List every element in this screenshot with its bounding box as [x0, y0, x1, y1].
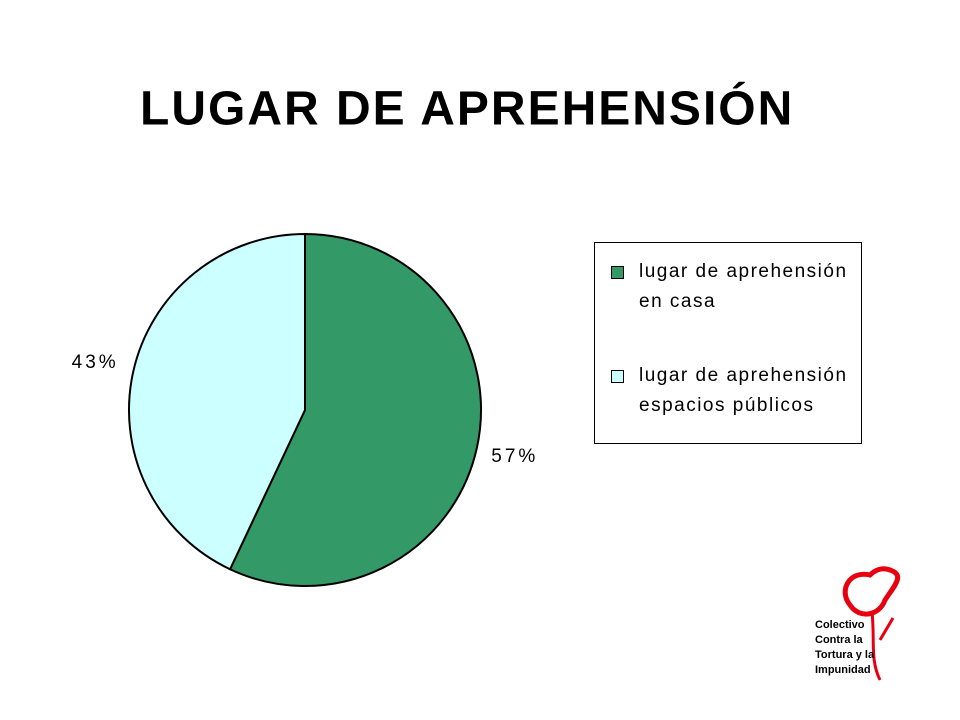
legend-swatch: [611, 370, 624, 383]
logo-icon: [842, 566, 901, 681]
data-label: 57%: [491, 446, 538, 467]
pie-slice: [128, 232, 306, 571]
pie-slice: [228, 232, 482, 587]
legend-label: lugar de aprehensión en casa: [639, 261, 848, 312]
data-label: 43%: [72, 352, 119, 373]
legend-item: lugar de aprehensión en casa: [611, 257, 854, 317]
legend-label: lugar de aprehensión espacios públicos: [639, 365, 848, 416]
logo-line: Impunidad: [815, 664, 871, 676]
legend: lugar de aprehensión en casa lugar de apr…: [594, 242, 862, 444]
logo-line: Colectivo: [815, 619, 865, 631]
logo-text: Colectivo Contra la Tortura y la Impunidad: [815, 619, 875, 676]
logo-line: Tortura y la: [815, 649, 875, 661]
logo-line: Contra la: [815, 634, 864, 646]
legend-item: lugar de aprehensión espacios públicos: [611, 361, 854, 421]
legend-swatch: [611, 266, 624, 279]
chart-title: Lugar de aprehensión: [140, 81, 794, 136]
pie: 57% 43%: [72, 232, 538, 587]
